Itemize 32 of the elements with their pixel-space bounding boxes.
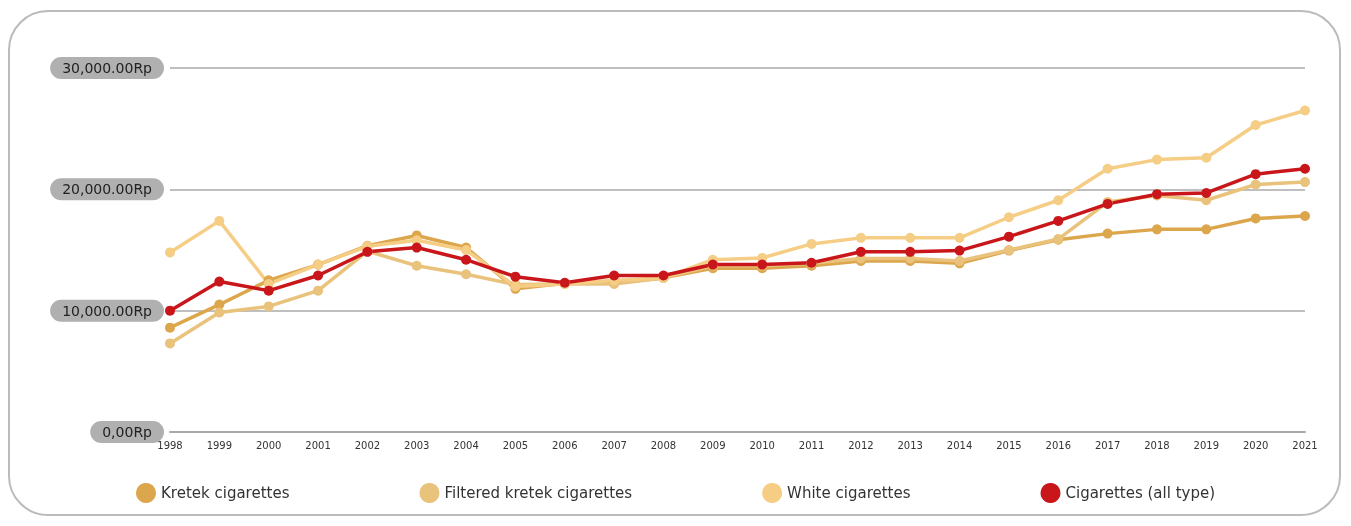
x-tick-label: 2014: [946, 439, 973, 451]
y-tick-label: 10,000.00Rp: [62, 302, 153, 319]
x-tick-label: 2015: [996, 439, 1022, 451]
x-tick-label: 2020: [1242, 439, 1269, 451]
x-tick-label: 2002: [354, 439, 381, 451]
legend-label: White cigarettes: [787, 484, 911, 502]
legend-label: Filtered kretek cigarettes: [444, 484, 633, 502]
x-tick-label: 2010: [749, 439, 775, 451]
x-tick-label: 2001: [305, 439, 331, 451]
x-tick-label: 2012: [848, 439, 874, 451]
x-tick-label: 2011: [798, 439, 825, 451]
y-tick-label: 0,00Rp: [102, 424, 153, 440]
x-tick-label: 2017: [1094, 439, 1121, 451]
x-tick-label: 1999: [206, 439, 233, 451]
legend-label: Kretek cigarettes: [161, 484, 290, 502]
x-tick-label: 2005: [502, 439, 529, 451]
x-tick-label: 2003: [404, 439, 430, 451]
x-tick-label: 2008: [650, 439, 677, 451]
x-tick-label: 2018: [1144, 439, 1170, 451]
x-tick-label: 2006: [552, 439, 578, 451]
x-tick-label: 2019: [1193, 439, 1220, 451]
x-tick-label: 2007: [601, 439, 627, 451]
x-tick-label: 1998: [157, 439, 183, 451]
x-tick-label: 2021: [1292, 439, 1318, 451]
x-tick-label: 2013: [897, 439, 923, 451]
y-tick-label: 20,000.00Rp: [62, 181, 153, 198]
x-tick-label: 2016: [1045, 439, 1071, 451]
x-tick-label: 2004: [453, 439, 479, 451]
x-tick-label: 2000: [255, 439, 282, 451]
x-tick-label: 2009: [700, 439, 726, 451]
y-tick-label: 30,000.00Rp: [62, 60, 153, 76]
legend-label: Cigarettes (all type): [1065, 484, 1216, 502]
